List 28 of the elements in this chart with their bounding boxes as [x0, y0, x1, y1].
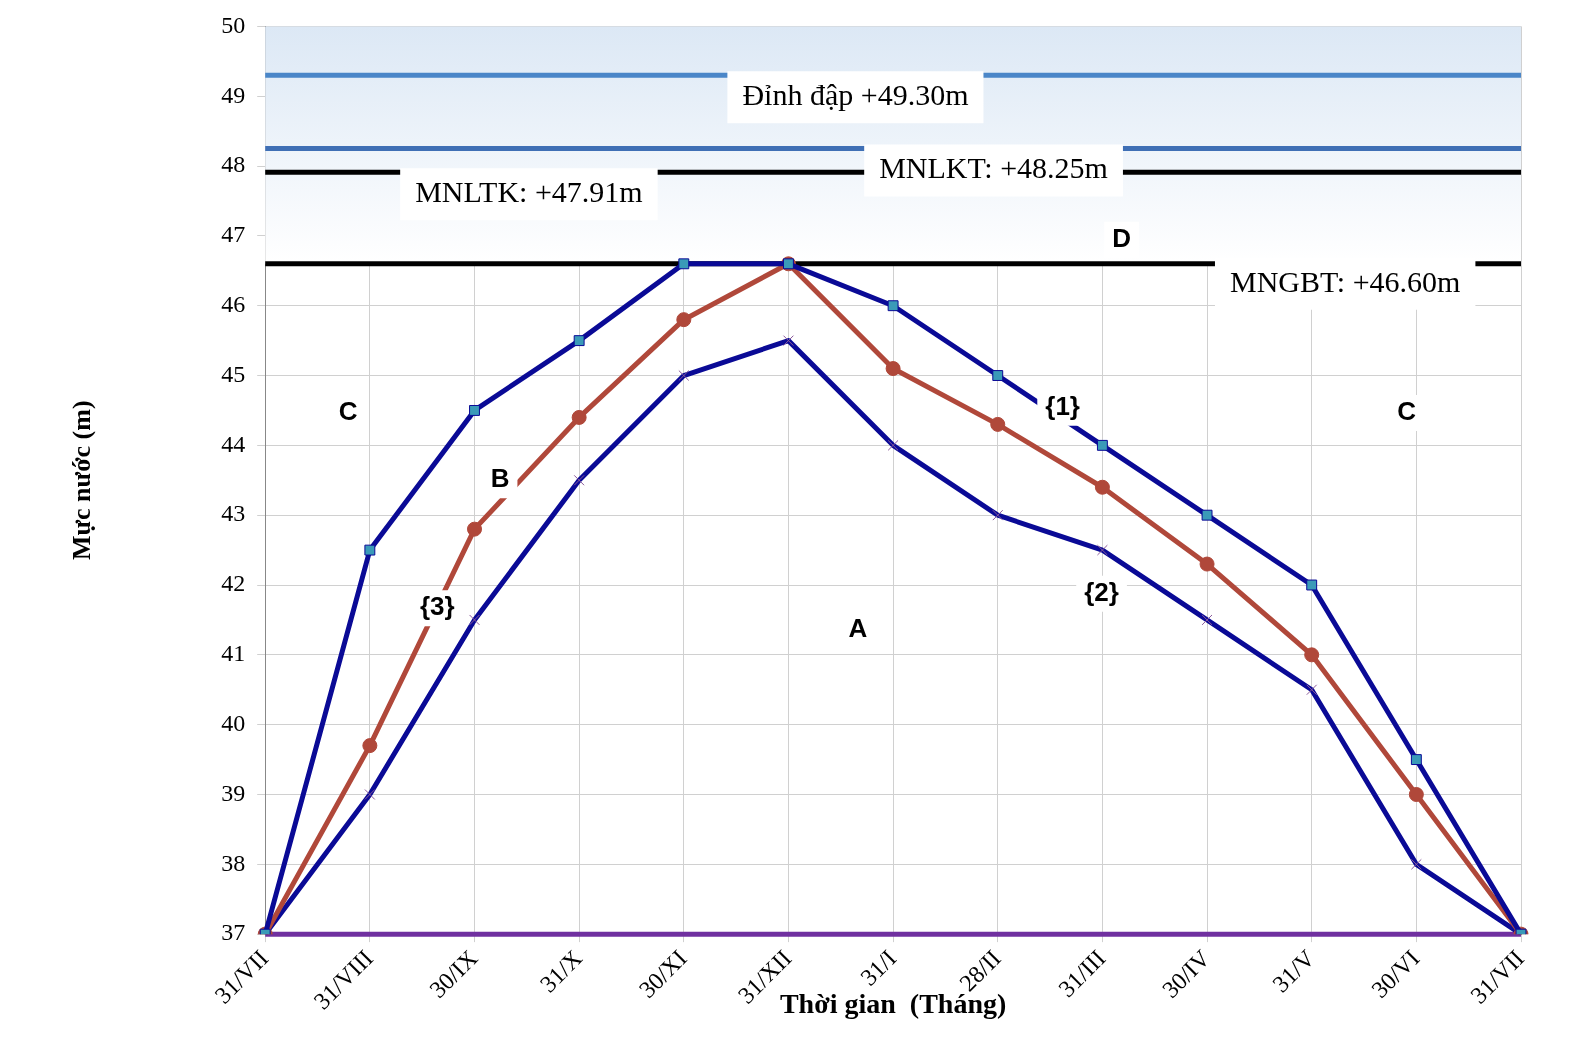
y-tick-label: 47	[221, 221, 246, 248]
annotation: C	[338, 396, 358, 427]
annotation: D	[1112, 222, 1132, 253]
ref-line-label: MNLTK: +47.91m	[415, 175, 643, 209]
y-tick-label: 50	[221, 11, 246, 38]
y-tick-label: 42	[221, 570, 246, 597]
y-axis-title: Mực nước (m)	[67, 400, 97, 561]
ref-line-label: Đỉnh đập +49.30m	[742, 78, 969, 112]
ref-line-label: MNLKT: +48.25m	[879, 151, 1108, 185]
y-tick-label: 41	[221, 640, 246, 667]
y-tick-label: 45	[221, 360, 246, 387]
ref-line-label: MNGBT: +46.60m	[1229, 264, 1461, 298]
y-tick-label: 40	[221, 709, 246, 736]
y-tick-label: 49	[221, 81, 246, 108]
y-tick-label: 37	[221, 919, 246, 946]
y-tick-label: 46	[221, 291, 246, 317]
annotation: {2}	[1084, 576, 1119, 607]
annotation: C	[1397, 396, 1417, 427]
y-tick-label: 44	[221, 430, 246, 457]
x-tick-label: 31/I	[855, 944, 902, 991]
annotation: B	[490, 463, 510, 494]
annotation: A	[848, 613, 868, 644]
y-tick-label: 39	[221, 779, 246, 806]
annotation: {1}	[1045, 390, 1080, 421]
annotation: {3}	[419, 591, 455, 622]
y-tick-label: 48	[221, 151, 246, 178]
y-tick-label: 38	[221, 849, 246, 876]
y-tick-label: 43	[221, 500, 246, 527]
